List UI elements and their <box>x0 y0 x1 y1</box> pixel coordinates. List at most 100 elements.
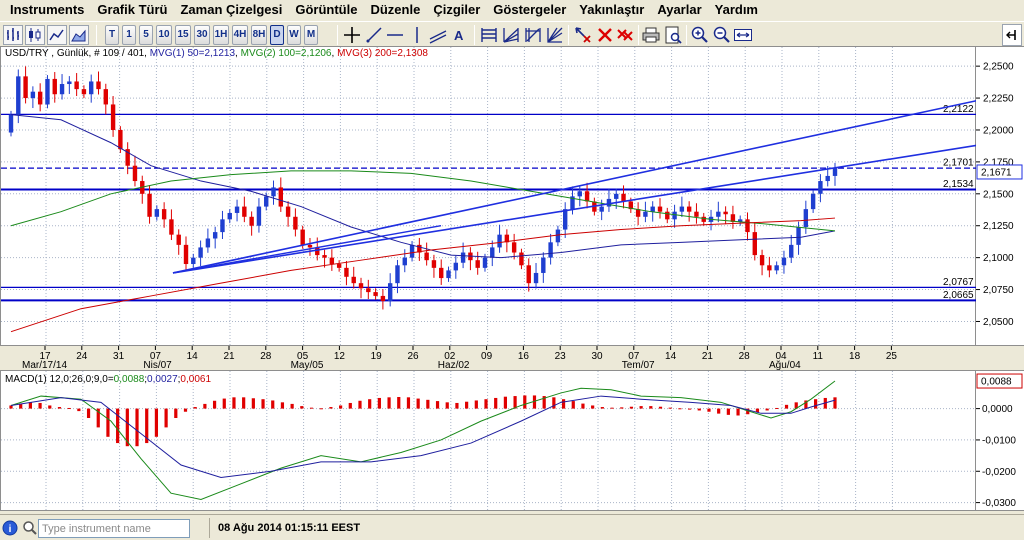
candle-body[interactable] <box>694 211 699 217</box>
trend-line-lower[interactable] <box>172 144 978 274</box>
candle-body[interactable] <box>212 232 218 239</box>
candle-body[interactable] <box>752 232 757 256</box>
candle-body[interactable] <box>774 265 779 271</box>
candle-body[interactable] <box>183 244 189 265</box>
delete-all-icon[interactable] <box>615 25 635 45</box>
candle-body[interactable] <box>497 234 502 248</box>
candle-body[interactable] <box>74 81 79 90</box>
candle-body[interactable] <box>570 196 575 210</box>
candle-body[interactable] <box>344 267 349 277</box>
trend-line-upper[interactable] <box>172 99 978 274</box>
candle-body[interactable] <box>23 76 28 99</box>
candle-body[interactable] <box>351 276 356 284</box>
candle-body[interactable] <box>781 257 787 266</box>
candle-body[interactable] <box>227 212 232 220</box>
candle-body[interactable] <box>417 244 422 253</box>
candle-body[interactable] <box>132 165 138 182</box>
candle-body[interactable] <box>716 211 721 217</box>
search-icon[interactable] <box>22 519 38 537</box>
menu-item-1[interactable]: Grafik Türü <box>97 2 168 17</box>
candle-body[interactable] <box>577 191 582 197</box>
candle-body[interactable] <box>271 187 276 197</box>
macd-axis[interactable]: 0,0000 -0,0100 -0,0200 -0,0300 0,0088 <box>976 370 1024 511</box>
candle-body[interactable] <box>336 264 342 268</box>
timeframe-button-4h[interactable]: 4H <box>232 25 248 45</box>
candle-body[interactable] <box>67 81 72 85</box>
candle-body[interactable] <box>672 211 677 220</box>
parallel-line-icon[interactable] <box>428 25 448 45</box>
menu-item-4[interactable]: Düzenle <box>370 2 421 17</box>
candle-body[interactable] <box>460 252 466 263</box>
candle-body[interactable] <box>614 193 619 199</box>
candle-body[interactable] <box>387 283 393 302</box>
candle-body[interactable] <box>599 206 604 212</box>
timeframe-button-5[interactable]: 5 <box>139 25 153 45</box>
candle-body[interactable] <box>657 206 663 212</box>
candle-body[interactable] <box>665 211 670 220</box>
print-preview-icon[interactable] <box>663 25 683 45</box>
candle-body[interactable] <box>431 260 437 268</box>
candle-body[interactable] <box>686 206 692 212</box>
instrument-search-input[interactable] <box>38 519 190 538</box>
candle-body[interactable] <box>402 257 407 266</box>
candle-body[interactable] <box>52 78 57 95</box>
pin-panel-icon[interactable] <box>1002 24 1022 46</box>
menu-item-0[interactable]: Instruments <box>10 2 85 17</box>
text-tool-icon[interactable]: A <box>450 25 470 45</box>
candle-body[interactable] <box>234 206 240 213</box>
fibonacci-fan-icon[interactable] <box>501 25 521 45</box>
candle-body[interactable] <box>548 242 553 258</box>
candle-body[interactable] <box>679 206 685 212</box>
zoom-in-icon[interactable] <box>690 25 710 45</box>
timeframe-button-8h[interactable]: 8H <box>251 25 267 45</box>
candle-body[interactable] <box>541 257 546 273</box>
candle-body[interactable] <box>220 219 225 233</box>
trend-line-base[interactable] <box>172 225 442 274</box>
candle-body[interactable] <box>475 260 480 268</box>
candle-body[interactable] <box>322 255 327 258</box>
timeframe-button-1[interactable]: 1 <box>122 25 136 45</box>
price-axis[interactable]: 2,2500 2,2250 2,2000 2,1750 2,1500 2,1250 2,10… <box>976 46 1024 346</box>
candle-body[interactable] <box>191 257 196 265</box>
candle-body[interactable] <box>504 234 510 243</box>
candle-body[interactable] <box>810 193 816 210</box>
menu-item-5[interactable]: Çizgiler <box>433 2 481 17</box>
candle-body[interactable] <box>89 81 94 95</box>
candle-body[interactable] <box>198 247 203 258</box>
candle-body[interactable] <box>300 229 305 245</box>
menu-item-2[interactable]: Zaman Çizelgesi <box>180 2 283 17</box>
draw-line-icon[interactable] <box>364 25 384 45</box>
candle-body[interactable] <box>453 262 459 271</box>
candle-body[interactable] <box>745 219 750 233</box>
horizontal-line-icon[interactable] <box>385 25 405 45</box>
candle-body[interactable] <box>169 219 174 235</box>
candle-body[interactable] <box>789 244 794 258</box>
candle-body[interactable] <box>650 206 655 212</box>
zoom-fit-icon[interactable] <box>733 25 753 45</box>
timeframe-button-30[interactable]: 30 <box>194 25 210 45</box>
candle-body[interactable] <box>147 193 152 217</box>
candle-body[interactable] <box>110 104 116 130</box>
gann-fan-icon[interactable] <box>545 25 565 45</box>
candle-body[interactable] <box>118 129 123 150</box>
candle-body[interactable] <box>723 211 728 215</box>
candle-body[interactable] <box>329 257 335 265</box>
timeframe-button-w[interactable]: W <box>287 25 301 45</box>
candle-body[interactable] <box>45 78 50 105</box>
timeframe-button-d[interactable]: D <box>270 25 284 45</box>
candle-body[interactable] <box>154 209 160 217</box>
candle-body[interactable] <box>59 84 65 95</box>
candle-body[interactable] <box>635 209 641 217</box>
timeframe-button-10[interactable]: 10 <box>156 25 172 45</box>
candle-body[interactable] <box>701 216 706 222</box>
price-chart-pane[interactable]: 2,2122 2,1701 2,1534 2,0767 2,0665 <box>0 46 978 347</box>
candle-body[interactable] <box>738 219 743 222</box>
macd-chart-svg[interactable] <box>1 371 977 512</box>
candle-body[interactable] <box>730 214 736 222</box>
candle-body[interactable] <box>519 252 524 266</box>
candle-body[interactable] <box>628 201 634 210</box>
candle-body[interactable] <box>439 267 444 279</box>
candle-body[interactable] <box>125 149 130 166</box>
bar-chart-icon[interactable] <box>3 25 23 45</box>
candle-body[interactable] <box>103 89 108 105</box>
